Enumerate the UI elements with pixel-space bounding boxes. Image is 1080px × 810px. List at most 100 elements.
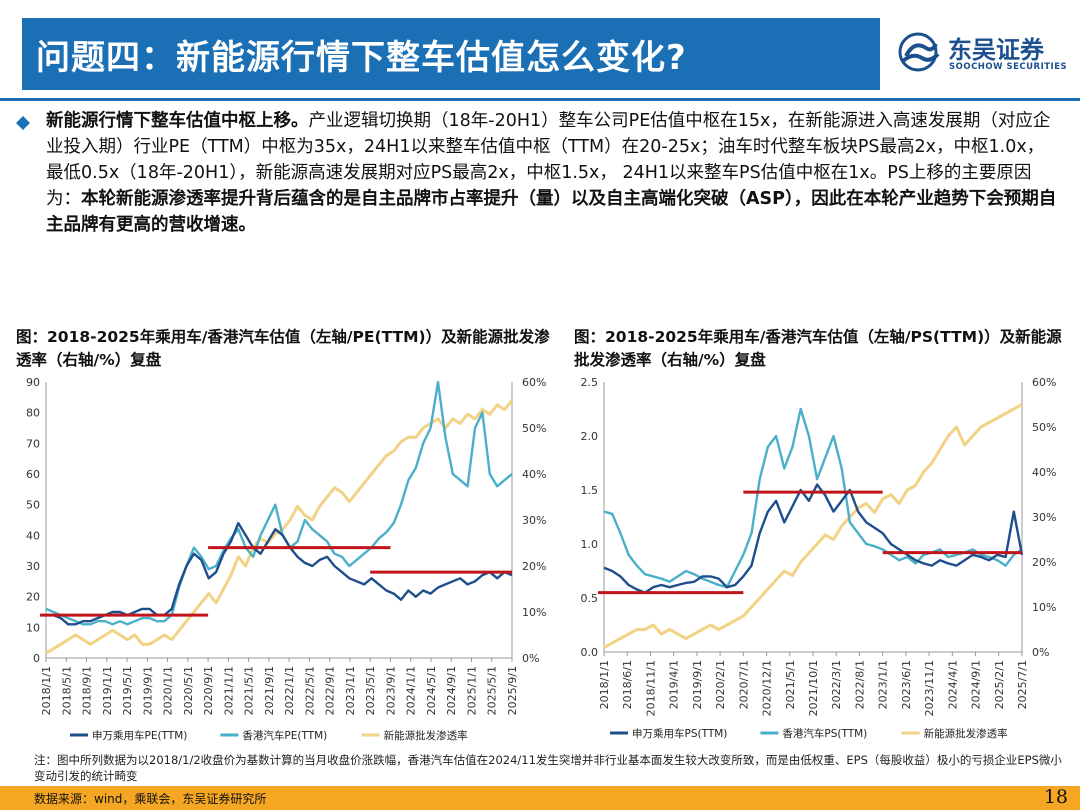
x-tick-label: 2020/2/1: [714, 660, 727, 709]
x-tick-label: 2025/9/1: [506, 666, 519, 715]
x-tick-label: 2022/3/1: [830, 660, 843, 709]
y-left-tick-label: 0.0: [581, 646, 599, 659]
x-tick-label: 2021/9/1: [263, 666, 276, 715]
x-tick-label: 2024/4/1: [946, 660, 959, 709]
right-figure-title: 图：2018-2025年乘用车/香港汽车估值（左轴/PS(TTM)）及新能源批发…: [574, 328, 1062, 369]
series-line-1: [603, 483, 1024, 594]
x-tick-label: 2023/5/1: [364, 666, 377, 715]
summary-lead: 新能源行情下整车估值中枢上移。: [46, 111, 309, 131]
x-tick-label: 2020/5/1: [182, 666, 195, 715]
left-figure-title: 图：2018-2025年乘用车/香港汽车估值（左轴/PE(TTM)）及新能源批发…: [16, 328, 550, 369]
chart-note: 注：图中所列数据为以2018/1/2收盘价为基数计算的当月收盘价涨跌幅，香港汽车…: [34, 753, 1062, 783]
x-tick-label: 2021/5/1: [243, 666, 256, 715]
y-right-tick-label: 40%: [1032, 466, 1056, 479]
summary-text: 产业逻辑切换期（18年-20H1）整车公司PE估值中枢在15x，在新能源进入高速…: [46, 111, 1051, 209]
y-right-tick-label: 10%: [1032, 601, 1056, 614]
page-title: 问题四：新能源行情下整车估值怎么变化?: [36, 38, 687, 78]
y-left-tick-label: 10: [26, 621, 40, 634]
x-tick-label: 2025/1/1: [465, 666, 478, 715]
header-divider: [0, 98, 1080, 101]
legend-label-1: 申万乘用车PE(TTM): [92, 729, 187, 742]
y-left-tick-label: 1.0: [581, 538, 599, 551]
x-tick-label: 2019/9/1: [691, 660, 704, 709]
summary-paragraph: 新能源行情下整车估值中枢上移。产业逻辑切换期（18年-20H1）整车公司PE估值…: [46, 108, 1058, 238]
legend-label-2: 香港汽车PS(TTM): [782, 727, 867, 740]
company-logo: 东吴证券 SOOCHOW SECURITIES: [892, 26, 1072, 82]
ps-chart: 0.0 0.5 1.0 1.5 2.0 2.5 0% 10% 20% 30% 40% 50% 60% 20…: [581, 376, 1057, 740]
y-right-tick-label: 60%: [522, 376, 546, 389]
y-left-tick-label: 0: [33, 652, 40, 665]
y-left-tick-label: 70: [26, 437, 40, 450]
y-left-tick-label: 2.0: [581, 430, 599, 443]
x-tick-label: 2018/5/1: [60, 666, 73, 715]
x-tick-label: 2018/11/1: [644, 660, 657, 716]
y-right-tick-label: 10%: [522, 606, 546, 619]
x-tick-label: 2018/1/1: [40, 666, 53, 715]
x-tick-label: 2023/1/1: [344, 666, 357, 715]
summary-bold: 本轮新能源渗透率提升背后蕴含的是自主品牌市占率提升（量）以及自主高端化突破（AS…: [46, 189, 1057, 235]
x-tick-label: 2020/9/1: [202, 666, 215, 715]
x-tick-label: 2024/9/1: [445, 666, 458, 715]
logo-name-en: SOOCHOW SECURITIES: [949, 62, 1068, 72]
y-left-tick-label: 40: [26, 529, 40, 542]
series-line-2: [603, 407, 1023, 589]
y-right-tick-label: 60%: [1032, 376, 1056, 389]
x-tick-label: 2019/9/1: [141, 666, 154, 715]
y-left-tick-label: 30: [26, 560, 40, 573]
x-tick-label: 2020/1/1: [162, 666, 175, 715]
y-right-tick-label: 0%: [522, 652, 539, 665]
x-tick-label: 2025/5/1: [486, 666, 499, 715]
y-left-tick-label: 1.5: [581, 484, 599, 497]
x-tick-label: 2024/5/1: [425, 666, 438, 715]
legend-label-1: 申万乘用车PS(TTM): [632, 727, 727, 740]
y-right-tick-label: 30%: [1032, 511, 1056, 524]
page-number: 18: [1043, 786, 1068, 808]
x-tick-label: 2023/1/1: [877, 660, 890, 709]
y-left-tick-label: 0.5: [581, 592, 599, 605]
pe-chart: 0 10 20 30 40 50 60 70 80 90 0% 10% 20% 30% 40% 50% 60% 2…: [26, 376, 546, 742]
y-left-tick-label: 20: [26, 591, 40, 604]
y-right-tick-label: 50%: [522, 422, 546, 435]
x-tick-label: 2018/6/1: [621, 660, 634, 709]
x-tick-label: 2018/1/1: [598, 660, 611, 709]
legend-label-3: 新能源批发渗透率: [384, 729, 468, 742]
x-tick-label: 2022/1/1: [283, 666, 296, 715]
x-tick-label: 2022/5/1: [303, 666, 316, 715]
y-right-tick-label: 50%: [1032, 421, 1056, 434]
x-tick-label: 2021/10/1: [807, 660, 820, 716]
x-tick-label: 2019/4/1: [668, 660, 681, 709]
x-tick-label: 2018/9/1: [81, 666, 94, 715]
y-right-tick-label: 40%: [522, 468, 546, 481]
footer-bar: 数据来源：wind，乘联会，东吴证券研究所 18: [0, 786, 1080, 810]
x-tick-label: 2020/12/1: [761, 660, 774, 716]
series-line-1: [46, 521, 513, 626]
y-left-tick-label: 90: [26, 376, 40, 389]
title-bar: 问题四：新能源行情下整车估值怎么变化?: [22, 18, 880, 90]
data-source: 数据来源：wind，乘联会，东吴证券研究所: [34, 792, 267, 806]
series-line-3: [603, 403, 1023, 649]
logo-mark-icon: [898, 32, 940, 72]
series-line-2: [45, 380, 513, 626]
legend-label-2: 香港汽车PE(TTM): [242, 729, 327, 742]
x-tick-label: 2024/9/1: [970, 660, 983, 709]
x-tick-label: 2019/5/1: [121, 666, 134, 715]
diamond-bullet-icon: [16, 116, 30, 130]
y-right-tick-label: 30%: [522, 514, 546, 527]
x-tick-label: 2025/7/1: [1016, 660, 1029, 709]
x-tick-label: 2022/8/1: [853, 660, 866, 709]
x-tick-label: 2022/9/1: [324, 666, 337, 715]
x-tick-label: 2019/1/1: [101, 666, 114, 715]
x-tick-label: 2021/5/1: [784, 660, 797, 709]
x-tick-label: 2023/6/1: [900, 660, 913, 709]
x-tick-label: 2023/9/1: [384, 666, 397, 715]
y-left-tick-label: 50: [26, 499, 40, 512]
y-right-tick-label: 20%: [1032, 556, 1056, 569]
y-left-tick-label: 2.5: [581, 376, 599, 389]
legend-label-3: 新能源批发渗透率: [924, 727, 1008, 740]
x-tick-label: 2024/1/1: [405, 666, 418, 715]
logo-name-cn: 东吴证券: [948, 36, 1044, 64]
x-tick-label: 2021/1/1: [222, 666, 235, 715]
y-right-tick-label: 20%: [522, 560, 546, 573]
x-tick-label: 2025/2/1: [993, 660, 1006, 709]
y-left-tick-label: 80: [26, 407, 40, 420]
